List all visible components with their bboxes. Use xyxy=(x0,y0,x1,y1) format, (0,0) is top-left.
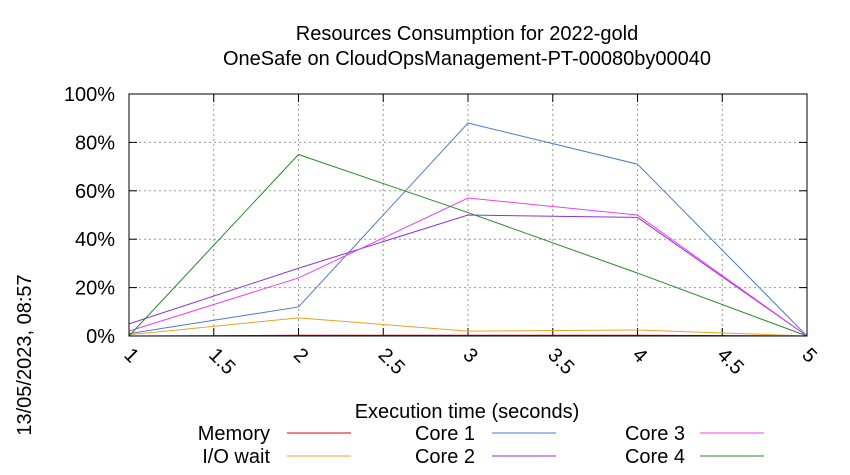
legend-label-core-1: Core 1 xyxy=(415,423,475,445)
legend-label-core-2: Core 2 xyxy=(415,446,475,468)
legend-label-core-4: Core 4 xyxy=(625,446,685,468)
chart-subtitle: OneSafe on CloudOpsManagement-PT-00080by… xyxy=(223,48,711,70)
y-tick-label: 20% xyxy=(75,278,115,300)
x-tick-label: 2.5 xyxy=(374,344,409,379)
x-axis-label: Execution time (seconds) xyxy=(355,401,580,423)
y-tick-label: 80% xyxy=(75,132,115,154)
chart-title: Resources Consumption for 2022-gold xyxy=(296,23,638,45)
y-tick-label: 0% xyxy=(86,326,115,348)
y-tick-label: 100% xyxy=(64,84,115,106)
side-timestamp: 13/05/2023, 08:57 xyxy=(14,274,36,435)
legend-label-core-3: Core 3 xyxy=(625,423,685,445)
x-tick-label: 1 xyxy=(119,344,142,367)
plot-frame xyxy=(128,93,808,337)
x-tick-label: 4.5 xyxy=(713,344,748,379)
x-tick-label: 3.5 xyxy=(543,344,578,379)
x-tick-label: 4 xyxy=(628,344,651,367)
legend-label-memory: Memory xyxy=(198,423,270,445)
x-tick-label: 3 xyxy=(458,344,481,367)
series-line-core-3 xyxy=(128,197,808,337)
y-tick-label: 60% xyxy=(75,181,115,203)
x-tick-label: 2 xyxy=(289,344,312,367)
y-tick-labels: 0% 20% 40% 60% 80% 100% xyxy=(64,84,115,348)
x-tick-labels: 1 1.5 2 2.5 3 3.5 4 4.5 5 xyxy=(119,344,820,379)
series-line-i-o-wait xyxy=(128,317,808,337)
series-line-core-2 xyxy=(128,214,808,337)
legend-label-i-o-wait: I/O wait xyxy=(202,446,270,468)
x-tick-label: 5 xyxy=(797,344,820,367)
series-line-core-4 xyxy=(128,153,808,337)
x-tick-label: 1.5 xyxy=(204,344,239,379)
series-line-core-1 xyxy=(128,122,808,337)
y-tick-label: 40% xyxy=(75,229,115,251)
